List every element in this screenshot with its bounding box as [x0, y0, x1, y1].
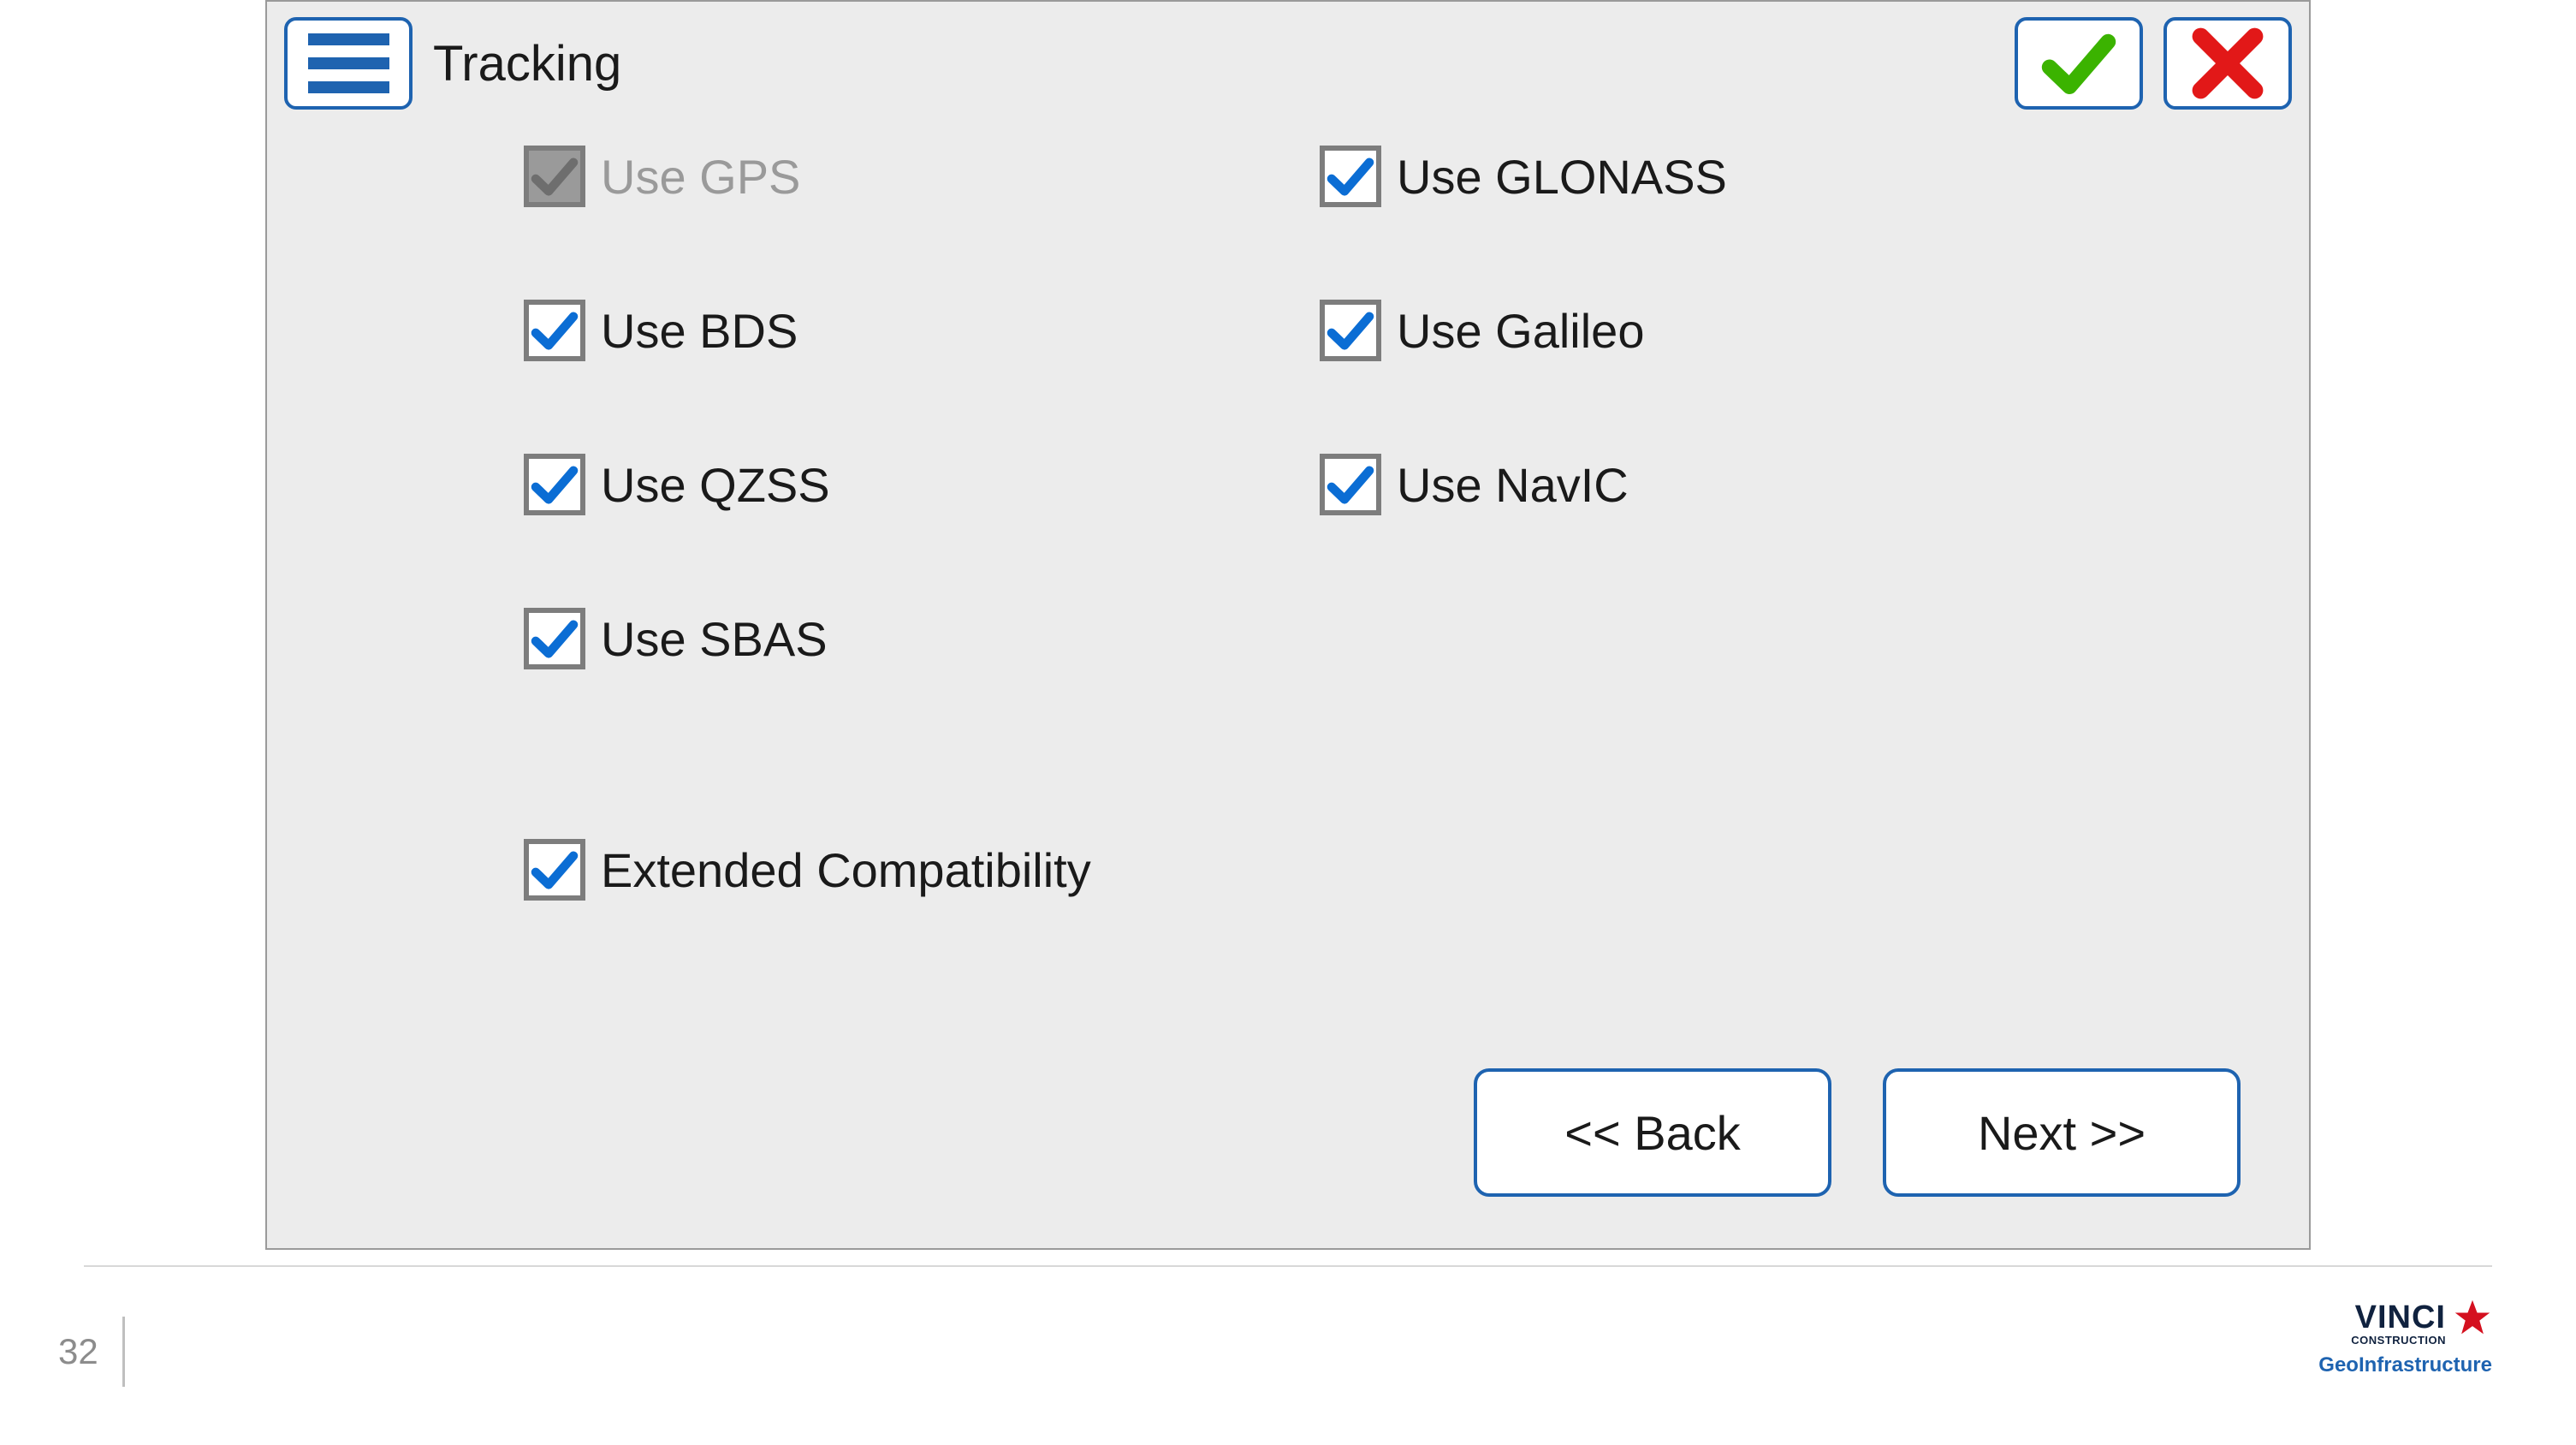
checkbox-item-extended: Extended Compatibility	[524, 839, 2241, 901]
checkmark-icon	[530, 460, 579, 509]
confirm-button[interactable]	[2015, 17, 2143, 110]
brand-main-text: VINCI	[2355, 1299, 2446, 1336]
app-window: Tracking	[265, 0, 2311, 1250]
checkbox-qzss[interactable]	[524, 454, 585, 515]
checkbox-item-qzss: Use QZSS	[524, 454, 1320, 515]
checkmark-icon	[1326, 306, 1375, 355]
brand-mark-icon	[2453, 1298, 2492, 1337]
checkbox-label: Use SBAS	[601, 611, 828, 667]
checkmark-icon	[530, 152, 579, 201]
checkbox-navic[interactable]	[1320, 454, 1381, 515]
brand-logo: VINCI CONSTRUCTION GeoInfrastructure	[2318, 1298, 2492, 1377]
checkbox-item-bds: Use BDS	[524, 300, 1320, 361]
checkbox-item-navic: Use NavIC	[1320, 454, 2116, 515]
hamburger-icon	[308, 33, 389, 45]
checkbox-item-galileo: Use Galileo	[1320, 300, 2116, 361]
checkbox-item-gps: Use GPS	[524, 146, 1320, 207]
hamburger-icon	[308, 57, 389, 69]
checkbox-bds[interactable]	[524, 300, 585, 361]
back-button[interactable]: << Back	[1474, 1068, 1831, 1197]
checkbox-label: Use NavIC	[1397, 457, 1629, 513]
page-number: 32	[58, 1331, 98, 1372]
next-button[interactable]: Next >>	[1883, 1068, 2241, 1197]
slide-footer: 32 VINCI CONSTRUCTION GeoInfrastructure	[84, 1265, 2492, 1445]
checkbox-gps	[524, 146, 585, 207]
checkbox-grid: Use GPS Use GLONASS	[524, 146, 2241, 669]
checkbox-label: Use GPS	[601, 149, 800, 205]
checkbox-label: Use QZSS	[601, 457, 830, 513]
checkbox-glonass[interactable]	[1320, 146, 1381, 207]
cancel-button[interactable]	[2163, 17, 2292, 110]
page-number-block: 32	[58, 1317, 125, 1387]
checkbox-label: Use BDS	[601, 303, 798, 359]
checkmark-icon	[530, 614, 579, 663]
checkbox-item-glonass: Use GLONASS	[1320, 146, 2116, 207]
checkbox-galileo[interactable]	[1320, 300, 1381, 361]
checkbox-label: Use GLONASS	[1397, 149, 1727, 205]
divider	[122, 1317, 125, 1387]
content-area: Use GPS Use GLONASS	[267, 120, 2309, 1248]
checkbox-item-sbas: Use SBAS	[524, 608, 1320, 669]
checkbox-sbas[interactable]	[524, 608, 585, 669]
checkmark-icon	[530, 845, 579, 895]
nav-bar: << Back Next >>	[1474, 1068, 2241, 1197]
checkmark-icon	[530, 306, 579, 355]
checkbox-label: Extended Compatibility	[601, 842, 1091, 898]
next-button-label: Next >>	[1978, 1105, 2146, 1161]
menu-button[interactable]	[284, 17, 413, 110]
checkmark-icon	[1326, 152, 1375, 201]
back-button-label: << Back	[1564, 1105, 1740, 1161]
hamburger-icon	[308, 81, 389, 93]
checkmark-icon	[1326, 460, 1375, 509]
brand-sub-text: GeoInfrastructure	[2318, 1353, 2492, 1377]
titlebar: Tracking	[267, 2, 2309, 120]
close-icon	[2189, 25, 2266, 102]
checkbox-extended-compatibility[interactable]	[524, 839, 585, 901]
check-icon	[2040, 25, 2117, 102]
checkbox-label: Use Galileo	[1397, 303, 1644, 359]
page-title: Tracking	[433, 35, 621, 92]
